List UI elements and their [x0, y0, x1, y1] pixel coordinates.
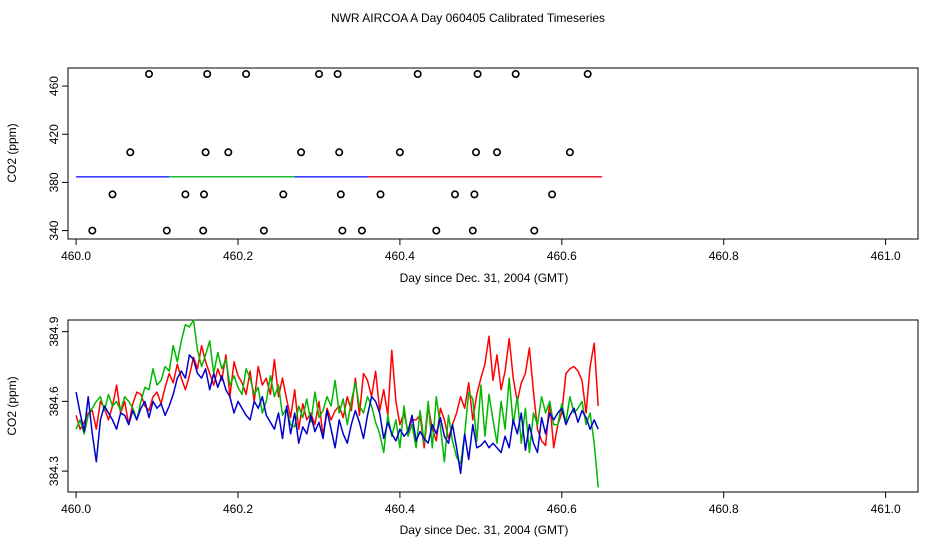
x-tick-label: 461.0	[871, 249, 901, 263]
x-tick-label: 460.2	[223, 249, 253, 263]
y-tick-label: 460	[47, 76, 61, 96]
y-tick-label: 384.9	[47, 316, 61, 346]
y-tick-label: 384.6	[47, 386, 61, 416]
data-point	[471, 148, 480, 157]
series-lines	[75, 319, 599, 488]
data-point	[432, 226, 441, 235]
data-point	[338, 226, 347, 235]
x-tick-label: 460.6	[547, 249, 577, 263]
plot-frame	[67, 319, 919, 493]
scatter-panel: 460.0 460.2 460.4 460.6 460.8 461.0 340 380 420…	[5, 67, 919, 285]
data-point	[548, 190, 557, 199]
data-point	[126, 148, 135, 157]
y-tick-label: 380	[47, 172, 61, 192]
data-point	[297, 148, 306, 157]
x-tick-label: 461.0	[871, 502, 901, 516]
x-axis-label: Day since Dec. 31, 2004 (GMT)	[400, 271, 569, 285]
y-tick-label: 384.3	[47, 456, 61, 486]
y-axis-label: CO2 (ppm)	[5, 376, 19, 435]
data-point	[450, 190, 459, 199]
series-green	[75, 319, 599, 488]
data-point	[470, 190, 479, 199]
data-point	[335, 148, 344, 157]
data-point	[200, 190, 209, 199]
data-point	[181, 190, 190, 199]
plot-frame	[67, 67, 919, 240]
data-point	[583, 70, 592, 79]
flagged-points	[88, 70, 592, 235]
y-tick-label: 420	[47, 124, 61, 144]
data-point	[201, 148, 210, 157]
data-point	[108, 190, 117, 199]
chart-title: NWR AIRCOA A Day 060405 Calibrated Times…	[331, 11, 605, 25]
data-point	[162, 226, 171, 235]
data-point	[279, 190, 288, 199]
data-point	[565, 148, 574, 157]
data-point	[395, 148, 404, 157]
data-point	[314, 70, 323, 79]
x-tick-label: 460.0	[61, 249, 91, 263]
x-axis-label: Day since Dec. 31, 2004 (GMT)	[400, 523, 569, 537]
data-point	[259, 226, 268, 235]
data-point	[492, 148, 501, 157]
x-axis: 460.0 460.2 460.4 460.6 460.8 461.0	[61, 491, 901, 516]
data-point	[413, 70, 422, 79]
data-point	[203, 70, 212, 79]
data-point	[145, 70, 154, 79]
y-axis: 340 380 420 460	[47, 76, 69, 241]
data-point	[336, 190, 345, 199]
x-tick-label: 460.6	[547, 502, 577, 516]
data-point	[511, 70, 520, 79]
x-tick-label: 460.8	[709, 502, 739, 516]
x-tick-label: 460.8	[709, 249, 739, 263]
data-point	[333, 70, 342, 79]
y-axis: 384.3 384.6 384.9	[47, 316, 69, 486]
y-axis-label: CO2 (ppm)	[5, 123, 19, 182]
data-point	[376, 190, 385, 199]
data-point	[242, 70, 251, 79]
series-red	[75, 335, 599, 449]
data-point	[530, 226, 539, 235]
x-tick-label: 460.4	[385, 502, 415, 516]
data-point	[88, 226, 97, 235]
y-tick-label: 340	[47, 220, 61, 240]
data-point	[473, 70, 482, 79]
x-axis: 460.0 460.2 460.4 460.6 460.8 461.0	[61, 238, 901, 263]
data-point	[224, 148, 233, 157]
data-point	[468, 226, 477, 235]
x-tick-label: 460.2	[223, 502, 253, 516]
x-tick-label: 460.4	[385, 249, 415, 263]
series-blue	[75, 354, 599, 475]
timeseries-panel: 460.0 460.2 460.4 460.6 460.8 461.0 384.3384.…	[5, 316, 919, 537]
data-point	[357, 226, 366, 235]
x-tick-label: 460.0	[61, 502, 91, 516]
data-point	[199, 226, 208, 235]
